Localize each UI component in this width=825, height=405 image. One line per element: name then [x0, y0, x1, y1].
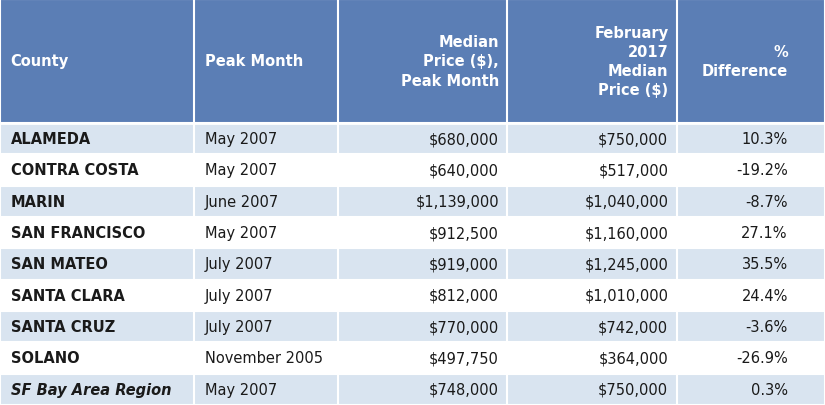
Text: $1,139,000: $1,139,000	[416, 194, 499, 209]
Text: May 2007: May 2007	[205, 132, 277, 147]
Text: May 2007: May 2007	[205, 163, 277, 178]
Text: $517,000: $517,000	[598, 163, 668, 178]
Bar	[0, 186, 825, 217]
Text: SANTA CRUZ: SANTA CRUZ	[11, 319, 115, 334]
Text: SF Bay Area Region: SF Bay Area Region	[11, 382, 172, 397]
Text: CONTRA COSTA: CONTRA COSTA	[11, 163, 139, 178]
Bar	[0, 374, 825, 405]
Text: $812,000: $812,000	[429, 288, 499, 303]
Text: $1,245,000: $1,245,000	[584, 257, 668, 272]
Bar	[0, 124, 825, 155]
Text: July 2007: July 2007	[205, 319, 273, 334]
Text: $1,160,000: $1,160,000	[584, 226, 668, 241]
Text: SOLANO: SOLANO	[11, 351, 79, 366]
Text: -19.2%: -19.2%	[736, 163, 788, 178]
Text: $750,000: $750,000	[598, 132, 668, 147]
Text: July 2007: July 2007	[205, 288, 273, 303]
Text: $680,000: $680,000	[429, 132, 499, 147]
Bar	[0, 217, 825, 249]
Text: Peak Month: Peak Month	[205, 54, 303, 69]
Text: 27.1%: 27.1%	[742, 226, 788, 241]
Text: May 2007: May 2007	[205, 226, 277, 241]
Text: -3.6%: -3.6%	[746, 319, 788, 334]
Bar	[0, 343, 825, 374]
Text: -26.9%: -26.9%	[736, 351, 788, 366]
Bar	[0, 155, 825, 186]
Text: SAN MATEO: SAN MATEO	[11, 257, 107, 272]
Text: $770,000: $770,000	[429, 319, 499, 334]
Text: $640,000: $640,000	[429, 163, 499, 178]
Bar	[0, 280, 825, 311]
Text: $497,750: $497,750	[429, 351, 499, 366]
Text: 24.4%: 24.4%	[742, 288, 788, 303]
Text: June 2007: June 2007	[205, 194, 279, 209]
Bar	[0, 0, 825, 124]
Text: MARIN: MARIN	[11, 194, 66, 209]
Text: ALAMEDA: ALAMEDA	[11, 132, 91, 147]
Text: $742,000: $742,000	[598, 319, 668, 334]
Text: $364,000: $364,000	[598, 351, 668, 366]
Text: 0.3%: 0.3%	[751, 382, 788, 397]
Text: SAN FRANCISCO: SAN FRANCISCO	[11, 226, 145, 241]
Text: February
2017
Median
Price ($): February 2017 Median Price ($)	[594, 26, 668, 98]
Text: %
Difference: % Difference	[701, 45, 788, 79]
Text: -8.7%: -8.7%	[745, 194, 788, 209]
Bar	[0, 311, 825, 343]
Text: May 2007: May 2007	[205, 382, 277, 397]
Text: July 2007: July 2007	[205, 257, 273, 272]
Text: $1,010,000: $1,010,000	[584, 288, 668, 303]
Text: Median
Price ($),
Peak Month: Median Price ($), Peak Month	[401, 35, 499, 88]
Text: SANTA CLARA: SANTA CLARA	[11, 288, 125, 303]
Text: County: County	[11, 54, 69, 69]
Text: $748,000: $748,000	[429, 382, 499, 397]
Bar	[0, 249, 825, 280]
Text: $1,040,000: $1,040,000	[584, 194, 668, 209]
Text: November 2005: November 2005	[205, 351, 323, 366]
Text: $919,000: $919,000	[429, 257, 499, 272]
Text: $912,500: $912,500	[429, 226, 499, 241]
Text: $750,000: $750,000	[598, 382, 668, 397]
Text: 10.3%: 10.3%	[742, 132, 788, 147]
Text: 35.5%: 35.5%	[742, 257, 788, 272]
